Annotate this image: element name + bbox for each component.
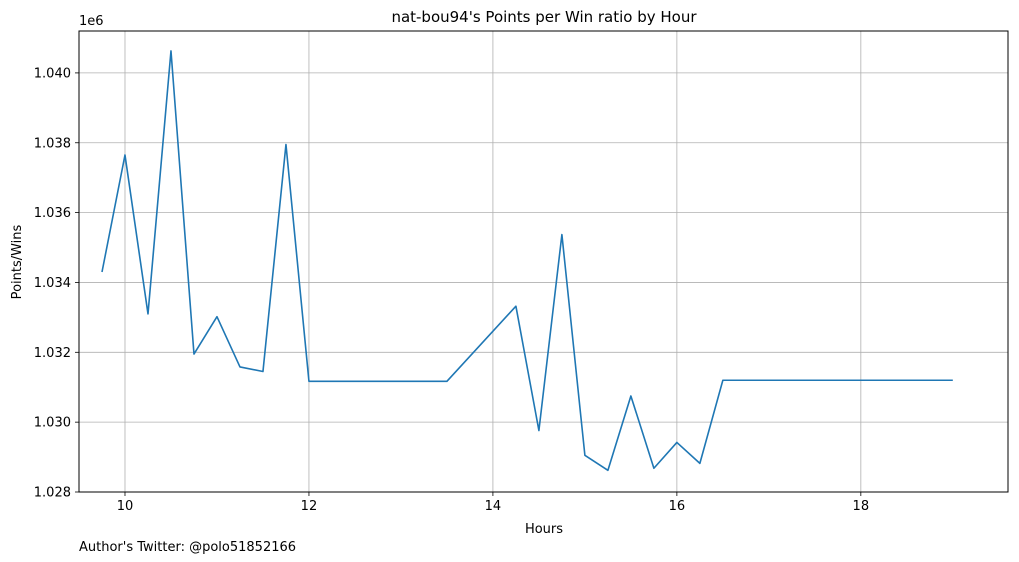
y-tick-label: 1.028 [34, 486, 71, 501]
y-offset-label: 1e6 [79, 14, 104, 29]
x-axis-label: Hours [525, 522, 563, 537]
y-axis-label: Points/Wins [10, 224, 25, 299]
x-tick-label: 10 [117, 499, 134, 514]
y-tick-label: 1.032 [34, 346, 71, 361]
chart-title: nat-bou94's Points per Win ratio by Hour [391, 8, 697, 26]
footer-credit: Author's Twitter: @polo51852166 [79, 540, 296, 555]
y-tick-label: 1.034 [34, 276, 71, 291]
x-tick-label: 18 [853, 499, 870, 514]
x-axis-ticks: 10 12 14 16 18 [117, 492, 869, 514]
x-tick-label: 16 [669, 499, 686, 514]
y-axis-ticks: 1.028 1.030 1.032 1.034 1.036 1.038 1.040 [34, 66, 79, 501]
y-tick-label: 1.036 [34, 206, 71, 221]
x-tick-label: 14 [485, 499, 502, 514]
series-line [101, 50, 953, 472]
grid-lines [79, 31, 1008, 493]
plot-frame [78, 30, 1009, 493]
y-tick-label: 1.038 [34, 136, 71, 151]
y-tick-label: 1.040 [34, 66, 71, 81]
series-group [101, 50, 953, 472]
x-tick-label: 12 [301, 499, 318, 514]
y-tick-label: 1.030 [34, 416, 71, 431]
